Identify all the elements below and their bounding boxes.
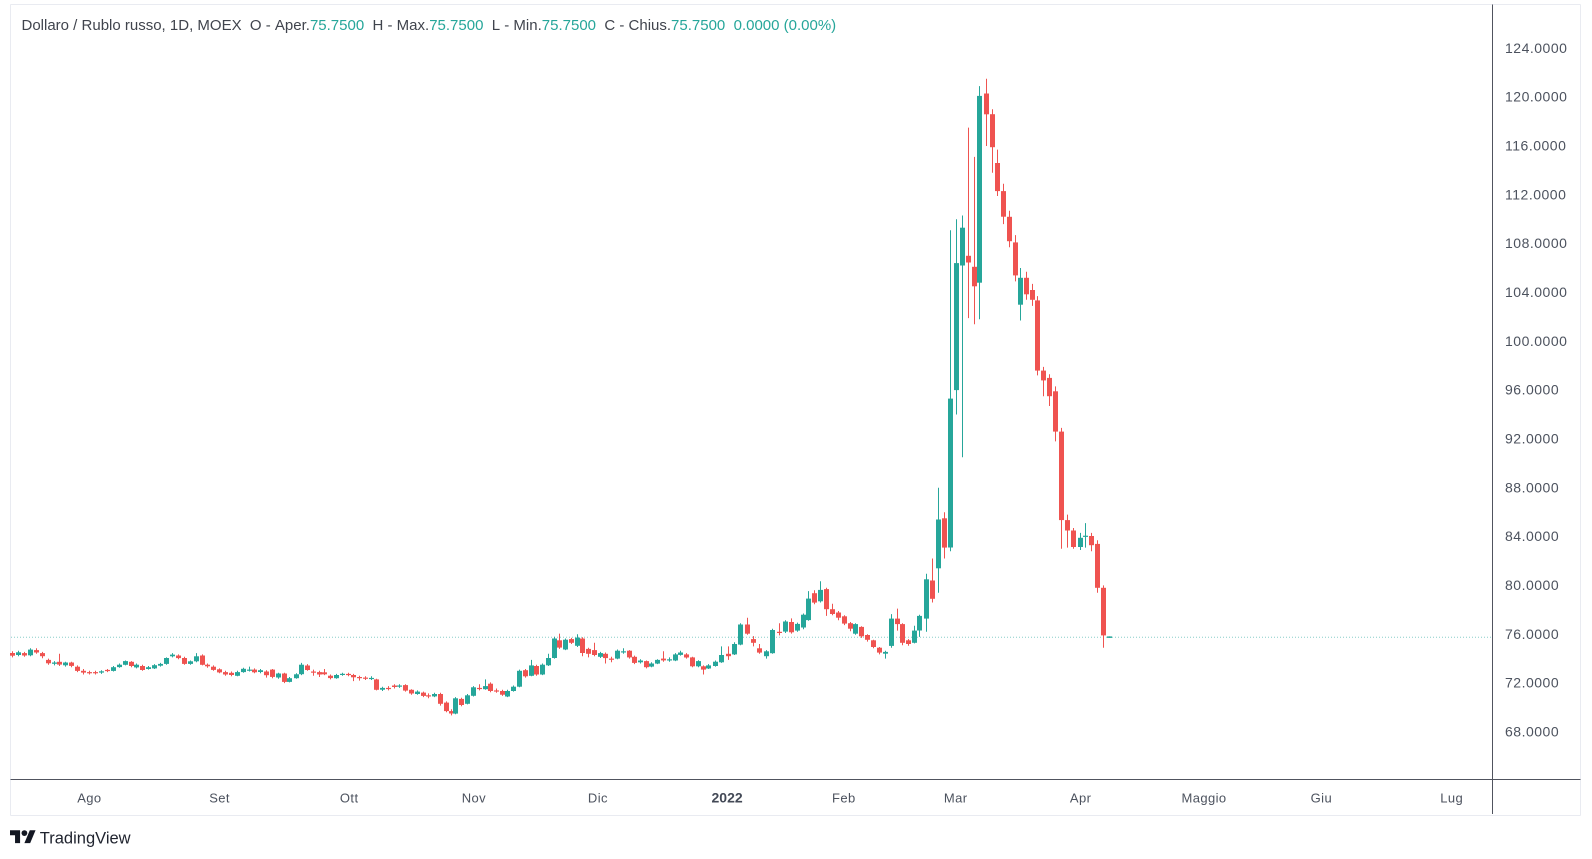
svg-text:120.0000: 120.0000 bbox=[1505, 89, 1567, 105]
svg-text:Apr: Apr bbox=[1070, 791, 1092, 806]
svg-text:108.0000: 108.0000 bbox=[1505, 235, 1567, 251]
svg-text:Dollaro / Rublo russo, 1D, MOE: Dollaro / Rublo russo, 1D, MOEX O - Aper… bbox=[22, 17, 837, 34]
svg-text:Nov: Nov bbox=[462, 791, 486, 806]
svg-text:84.0000: 84.0000 bbox=[1505, 528, 1559, 544]
svg-text:76.0000: 76.0000 bbox=[1505, 626, 1559, 642]
svg-text:112.0000: 112.0000 bbox=[1505, 186, 1566, 202]
svg-text:TradingView: TradingView bbox=[40, 830, 131, 848]
svg-text:Set: Set bbox=[209, 791, 230, 806]
svg-text:96.0000: 96.0000 bbox=[1505, 382, 1559, 398]
svg-text:72.0000: 72.0000 bbox=[1505, 675, 1559, 691]
svg-text:Giu: Giu bbox=[1311, 791, 1332, 806]
svg-text:Mar: Mar bbox=[944, 791, 968, 806]
svg-text:116.0000: 116.0000 bbox=[1505, 138, 1566, 154]
svg-text:80.0000: 80.0000 bbox=[1505, 577, 1559, 593]
svg-text:104.0000: 104.0000 bbox=[1505, 284, 1567, 300]
svg-text:Feb: Feb bbox=[832, 791, 856, 806]
svg-text:88.0000: 88.0000 bbox=[1505, 479, 1559, 495]
svg-text:2022: 2022 bbox=[712, 790, 743, 806]
svg-text:92.0000: 92.0000 bbox=[1505, 431, 1559, 447]
svg-text:Lug: Lug bbox=[1440, 791, 1463, 806]
svg-text:Maggio: Maggio bbox=[1181, 791, 1226, 806]
svg-text:68.0000: 68.0000 bbox=[1505, 724, 1559, 740]
svg-text:100.0000: 100.0000 bbox=[1505, 333, 1567, 349]
svg-text:Ott: Ott bbox=[340, 791, 359, 806]
svg-text:Dic: Dic bbox=[588, 791, 608, 806]
svg-text:124.0000: 124.0000 bbox=[1505, 40, 1567, 56]
svg-text:Ago: Ago bbox=[77, 791, 101, 806]
